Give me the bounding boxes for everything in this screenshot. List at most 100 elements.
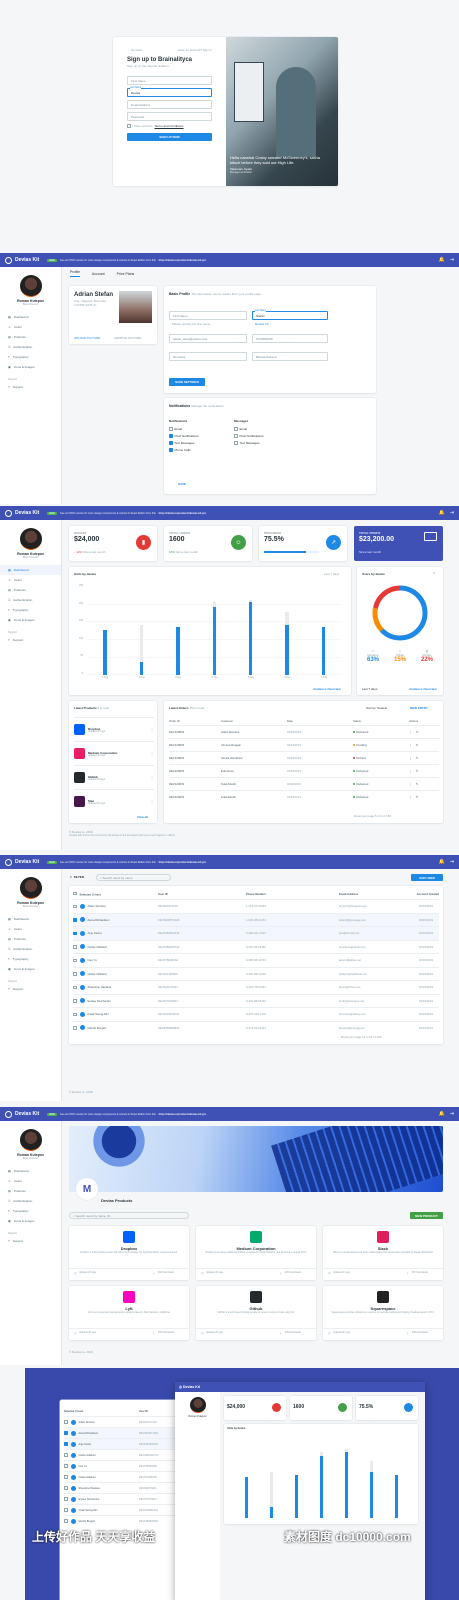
notif-phone-checkbox[interactable] bbox=[169, 448, 173, 452]
more-icon[interactable]: ⋮ bbox=[409, 782, 412, 786]
add-user-button[interactable]: ADD USER bbox=[411, 874, 443, 881]
tab-account[interactable]: Account bbox=[91, 271, 105, 276]
sidebar-item-users[interactable]: ☺ Users bbox=[0, 924, 61, 934]
sidebar-item-icons[interactable]: ▣ Icons & Images bbox=[0, 1216, 61, 1226]
topbar-link[interactable]: https://devias.io/products/devias-kit-pr… bbox=[158, 258, 207, 262]
sidebar-item-dashboard[interactable]: ▦ Dashboard bbox=[0, 565, 61, 575]
product-list-item[interactable]: Medium Corporation Updated 2hr ago ⋮ bbox=[74, 741, 154, 765]
edit-icon[interactable]: ✎ bbox=[415, 795, 419, 799]
topbar-link[interactable]: https://devias.io/products/devias-kit-pr… bbox=[158, 511, 207, 515]
bell-icon[interactable]: 🔔 bbox=[438, 859, 445, 865]
profile-phone[interactable]: 0722984038 bbox=[252, 334, 328, 343]
sidebar-item-dashboard[interactable]: ▦ Dashboard bbox=[0, 1166, 61, 1176]
avatar[interactable] bbox=[19, 1129, 42, 1151]
edit-icon[interactable]: ✎ bbox=[415, 769, 419, 773]
user-row[interactable]: Shaustine Hastana DEV944076031 5-404-755-6… bbox=[73, 980, 439, 994]
last-name-input[interactable]: Last Name Devias bbox=[127, 87, 212, 97]
product-card[interactable]: Medium Corporation Medium is an online pu… bbox=[196, 1226, 316, 1280]
back-arrow-icon[interactable]: ← bbox=[127, 48, 131, 52]
sidebar-item-typography[interactable]: T Typography bbox=[0, 1206, 61, 1216]
logout-icon[interactable]: ⇥ bbox=[449, 859, 454, 865]
new-entry-button[interactable]: NEW ENTRY bbox=[410, 706, 428, 710]
logo-text[interactable]: Devias Kit bbox=[15, 510, 40, 516]
order-row[interactable]: DEV1208JS Cindra Wendhzel 04/18/2019 Refund… bbox=[169, 751, 439, 764]
sidebar-item-typography[interactable]: T Typography bbox=[0, 352, 61, 362]
logout-icon[interactable]: ⇥ bbox=[449, 1111, 454, 1117]
select-all-checkbox[interactable] bbox=[73, 891, 77, 896]
sidebar-item-users[interactable]: ☺ Users bbox=[0, 575, 61, 585]
tab-price-plans[interactable]: Price Plans bbox=[116, 271, 135, 276]
order-row[interactable]: DEV1208JS Kuka Mouth 04/18/2019 Delivered ⋮ ✎ bbox=[169, 777, 439, 790]
sidebar-item-support[interactable]: ? Support bbox=[0, 984, 61, 994]
terms-checkbox[interactable] bbox=[127, 124, 131, 128]
sidebar-item-products[interactable]: ▤ Products bbox=[0, 934, 61, 944]
user-checkbox[interactable] bbox=[73, 945, 77, 949]
notifications-save-button[interactable]: SAVE bbox=[178, 482, 186, 486]
user-checkbox[interactable] bbox=[73, 904, 77, 908]
more-icon[interactable]: ⋮ bbox=[409, 769, 412, 773]
sidebar-item-typography[interactable]: T Typography bbox=[0, 954, 61, 964]
user-checkbox[interactable] bbox=[73, 1026, 77, 1030]
more-icon[interactable]: ⋮ bbox=[409, 743, 412, 747]
edit-icon[interactable]: ✎ bbox=[415, 756, 419, 760]
password-input[interactable]: Password bbox=[127, 112, 212, 121]
product-list-item[interactable]: Dropbox Updated 2hr ago ⋮ bbox=[74, 717, 154, 741]
user-row[interactable]: Clarke Gillebert DEV9480183703 8-297-354-8… bbox=[73, 939, 439, 954]
users-search[interactable]: ⌕ Search users by name bbox=[96, 874, 171, 881]
sidebar-item-products[interactable]: ▤ Products bbox=[0, 332, 61, 342]
sidebar-item-products[interactable]: ▤ Products bbox=[0, 1186, 61, 1196]
notif-email-checkbox[interactable] bbox=[169, 427, 173, 431]
device-range[interactable]: Last 7 days bbox=[362, 687, 378, 691]
sidebar-item-support[interactable]: ? Support bbox=[0, 382, 61, 392]
sidebar-item-authentication[interactable]: ⚿ Authentication bbox=[0, 944, 61, 954]
user-row[interactable]: Adam Denisov DEV9204721X2 1-419-572-9643 rl… bbox=[73, 899, 439, 913]
user-row[interactable]: Emilee Simchenko DEV977023814 9-341-866-87… bbox=[73, 993, 439, 1008]
user-checkbox[interactable] bbox=[73, 958, 77, 962]
upload-picture-button[interactable]: UPLOAD PICTURE bbox=[74, 336, 101, 340]
user-row[interactable]: Clarke Gillebert DEV9113956S5 3-352-897-52… bbox=[73, 966, 439, 981]
sidebar-item-typography[interactable]: T Typography bbox=[0, 605, 61, 615]
more-icon[interactable]: ⋮ bbox=[150, 727, 154, 732]
profile-last-name[interactable]: Last Name Stefan bbox=[252, 310, 328, 320]
user-checkbox[interactable] bbox=[73, 1012, 77, 1016]
email-input[interactable]: Email Address bbox=[127, 100, 212, 109]
logout-icon[interactable]: ⇥ bbox=[449, 257, 454, 263]
sidebar-item-users[interactable]: ☺ Users bbox=[0, 1176, 61, 1186]
edit-icon[interactable]: ✎ bbox=[415, 782, 419, 786]
save-settings-button[interactable]: SAVE SETTINGS bbox=[169, 378, 205, 386]
sidebar-item-icons[interactable]: ▣ Icons & Images bbox=[0, 615, 61, 625]
user-row[interactable]: Merrile Burgett DEV9459828991 6-273-623-94… bbox=[73, 1020, 439, 1035]
topbar-link[interactable]: https://devias.io/products/devias-kit-pr… bbox=[158, 860, 207, 864]
sort-select[interactable]: Sort by: Newest bbox=[366, 706, 388, 710]
remove-picture-button[interactable]: REMOVE PICTURE bbox=[114, 336, 142, 340]
new-product-button[interactable]: NEW PRODUCT bbox=[410, 1212, 443, 1219]
refresh-icon[interactable]: ↻ bbox=[433, 571, 436, 575]
product-card[interactable]: Lyft Lyft is an on-demand transportation … bbox=[69, 1286, 189, 1340]
msg-email-checkbox[interactable] bbox=[234, 427, 238, 431]
msg-text-checkbox[interactable] bbox=[234, 441, 238, 445]
signup-button[interactable]: SIGN UP NOW bbox=[127, 133, 212, 141]
bell-icon[interactable]: 🔔 bbox=[438, 257, 445, 263]
sidebar-item-authentication[interactable]: ⚿ Authentication bbox=[0, 1196, 61, 1206]
back-link[interactable]: Go back bbox=[130, 48, 143, 52]
sidebar-item-authentication[interactable]: ⚿ Authentication bbox=[0, 342, 61, 352]
order-row[interactable]: DEV1208JS Adam Denisov 04/18/2019 Delivered… bbox=[169, 725, 439, 738]
more-icon[interactable]: ⋮ bbox=[150, 775, 154, 780]
sidebar-item-authentication[interactable]: ⚿ Authentication bbox=[0, 595, 61, 605]
more-icon[interactable]: ⋮ bbox=[150, 751, 154, 756]
user-checkbox[interactable] bbox=[73, 999, 77, 1003]
product-card[interactable]: Squarespace Squarespace provides software… bbox=[323, 1286, 443, 1340]
user-checkbox[interactable] bbox=[73, 985, 77, 989]
more-icon[interactable]: ⋮ bbox=[409, 795, 412, 799]
user-checkbox[interactable] bbox=[73, 972, 77, 976]
notif-push-checkbox[interactable] bbox=[169, 434, 173, 438]
product-card[interactable]: Slack Slack is a cloud-based set of team … bbox=[323, 1226, 443, 1280]
signin-link[interactable]: Have an account? Sign in bbox=[177, 48, 212, 52]
logo-text[interactable]: Devias Kit bbox=[15, 1111, 40, 1117]
topbar-link[interactable]: https://devias.io/products/devias-kit-pr… bbox=[158, 1112, 207, 1116]
order-row[interactable]: DEV1208JS Erik Aroon 04/18/2019 Delivered ⋮ ✎ bbox=[169, 764, 439, 777]
user-row[interactable]: Alexa Richardson DEV9948871920 1-534-450-3… bbox=[73, 912, 439, 926]
more-icon[interactable]: ⋮ bbox=[409, 730, 412, 734]
profile-country[interactable]: Bistrita-Nasaud bbox=[252, 352, 328, 361]
more-icon[interactable]: ⋮ bbox=[150, 799, 154, 804]
